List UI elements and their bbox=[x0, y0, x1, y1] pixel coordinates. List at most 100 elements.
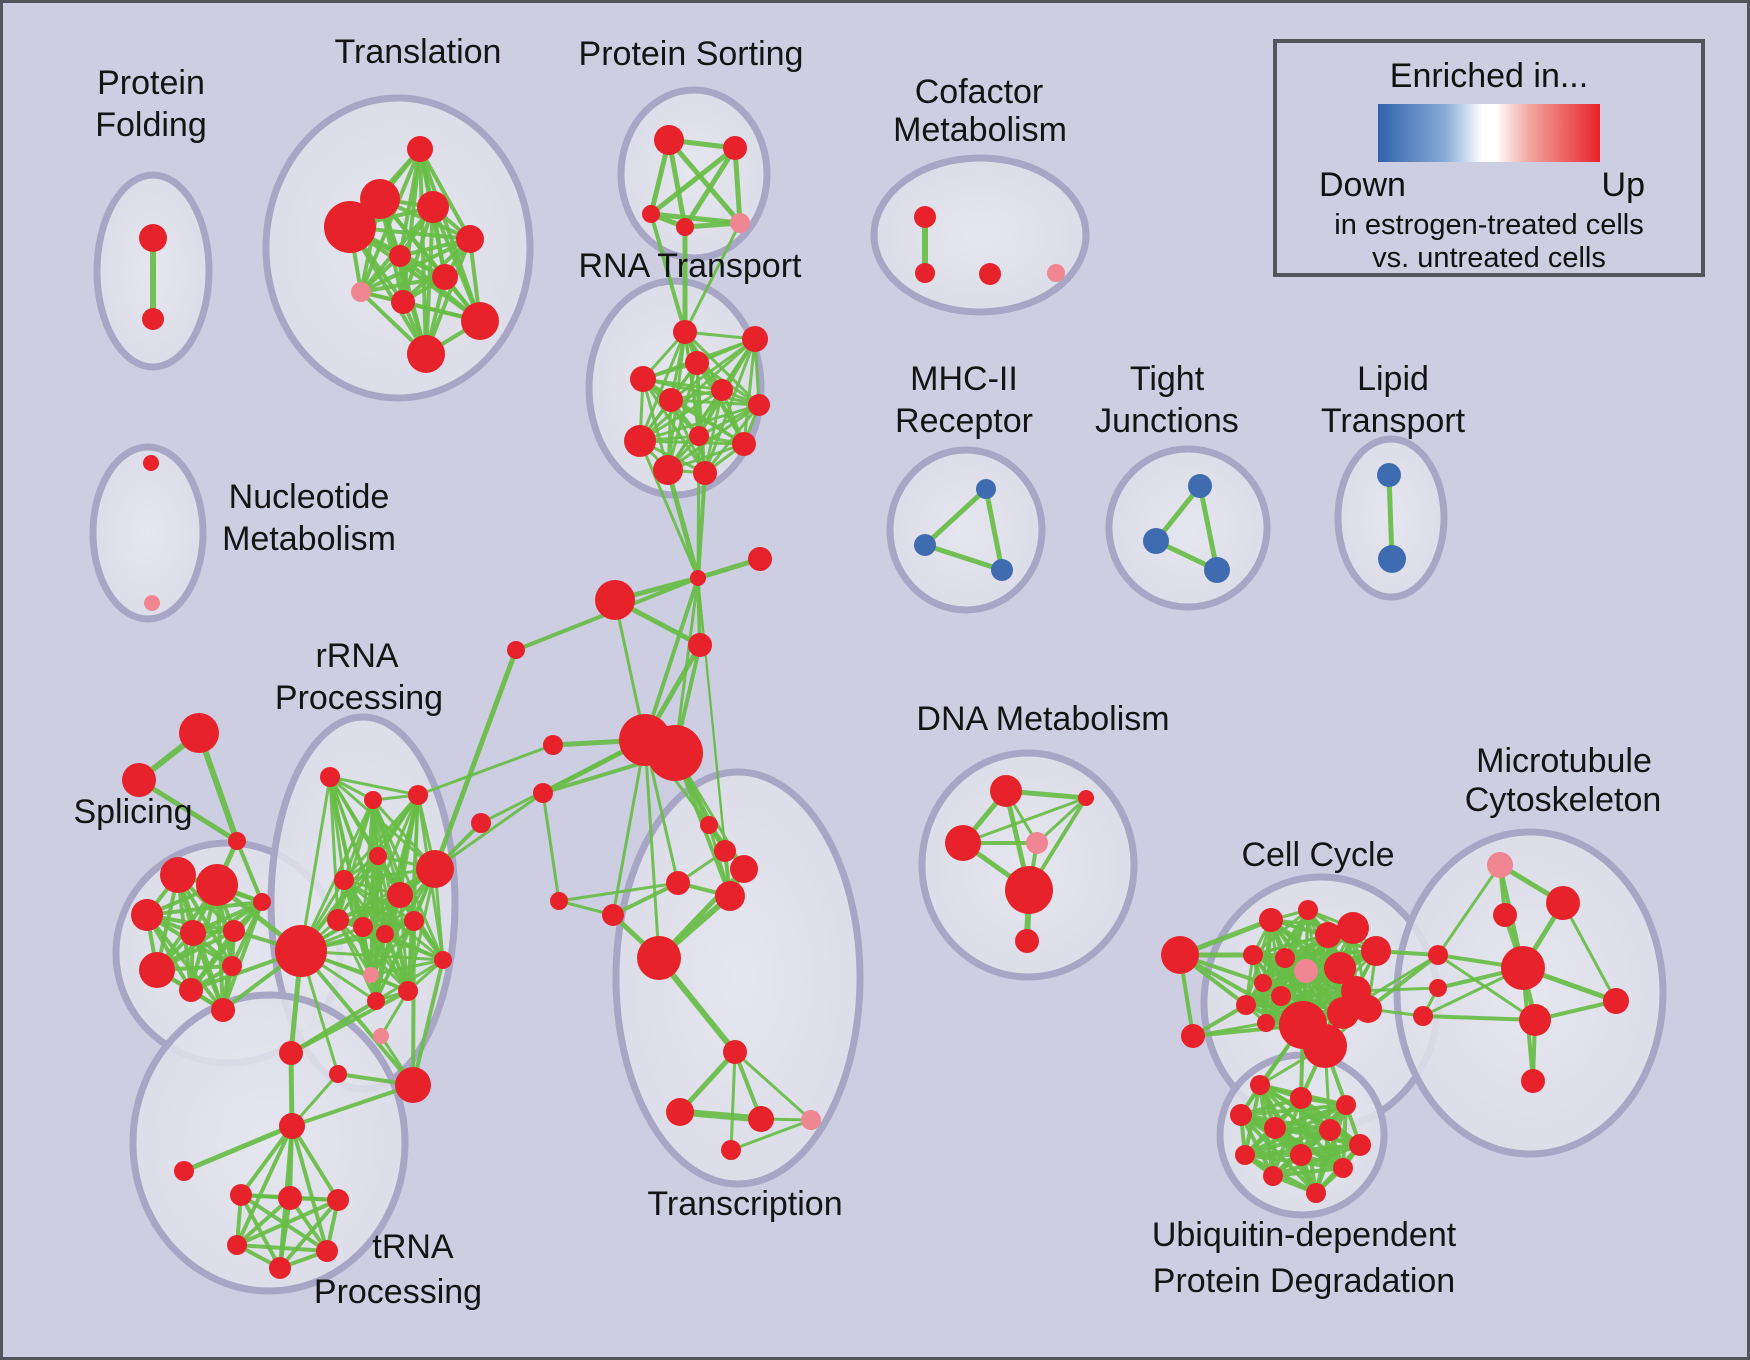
gene-set-node bbox=[1315, 922, 1341, 948]
enrichment-edge bbox=[649, 213, 687, 333]
gene-set-node bbox=[387, 882, 413, 908]
enrichment-edge bbox=[1192, 1021, 1267, 1038]
gene-set-node bbox=[915, 263, 935, 283]
gene-set-node bbox=[1263, 1166, 1283, 1186]
enrichment-edge bbox=[189, 900, 264, 992]
enrichment-edge bbox=[697, 577, 726, 852]
enrichment-edge bbox=[299, 949, 415, 1087]
gene-set-node bbox=[945, 825, 981, 861]
gene-set-node bbox=[637, 936, 681, 980]
gene-set-node bbox=[1324, 952, 1356, 984]
gene-set-node bbox=[364, 791, 382, 809]
cluster-label-ubiquitin-degradation-line2: Protein Degradation bbox=[1153, 1262, 1455, 1300]
gene-set-node bbox=[1361, 936, 1391, 966]
cluster-label-cofactor-metabolism-line1: Cofactor bbox=[915, 73, 1044, 111]
enrichment-edge bbox=[732, 147, 743, 224]
enrichment-edge bbox=[432, 649, 519, 870]
legend-gradient-bar bbox=[1378, 104, 1600, 162]
gene-set-node bbox=[533, 783, 553, 803]
enrichment-edge bbox=[434, 791, 544, 871]
gene-set-node bbox=[721, 1140, 741, 1160]
enrichment-edge bbox=[374, 933, 387, 1002]
gene-set-node bbox=[914, 534, 936, 556]
enrichment-edge bbox=[371, 799, 445, 961]
gene-set-node bbox=[1333, 1158, 1353, 1178]
gene-set-node bbox=[976, 479, 996, 499]
gene-set-node bbox=[179, 713, 219, 753]
gene-set-node bbox=[1264, 1117, 1286, 1139]
gene-set-node bbox=[723, 1040, 747, 1064]
gene-set-node bbox=[801, 1110, 821, 1130]
gene-set-node bbox=[253, 893, 271, 911]
gene-set-node bbox=[391, 290, 415, 314]
legend-box: Enriched in... Down Up in estrogen-treat… bbox=[1273, 39, 1705, 277]
gene-set-node bbox=[369, 847, 387, 865]
gene-set-node bbox=[416, 850, 454, 888]
enrichment-edge bbox=[329, 775, 419, 797]
gene-set-node bbox=[1428, 945, 1448, 965]
gene-set-node bbox=[1354, 995, 1382, 1023]
gene-set-node bbox=[432, 264, 458, 290]
cluster-label-tight-junctions-line2: Junctions bbox=[1095, 402, 1239, 440]
gene-set-node bbox=[543, 735, 563, 755]
gene-set-node bbox=[1005, 866, 1053, 914]
enrichment-edge bbox=[962, 796, 1087, 845]
cluster-label-nucleotide-metabolism-line2: Metabolism bbox=[222, 520, 396, 558]
enrichment-edge bbox=[541, 792, 561, 902]
gene-set-node bbox=[351, 282, 371, 302]
gene-set-node bbox=[1236, 995, 1256, 1015]
enrichment-edge bbox=[639, 388, 723, 443]
cluster-label-trna-processing-line1: tRNA bbox=[372, 1228, 454, 1266]
gene-set-node bbox=[1230, 1104, 1252, 1126]
gene-set-node bbox=[748, 547, 772, 571]
enrichment-edge bbox=[1244, 1128, 1331, 1157]
cluster-label-protein-folding-line2: Folding bbox=[95, 106, 207, 144]
enrichment-edge bbox=[236, 1198, 339, 1247]
cluster-label-protein-folding-line1: Protein bbox=[97, 64, 205, 102]
cluster-label-rrna-processing-line2: Processing bbox=[275, 679, 443, 717]
gene-set-node bbox=[417, 191, 449, 223]
cluster-label-transcription: Transcription bbox=[647, 1185, 842, 1223]
enrichment-edge bbox=[1366, 953, 1440, 1011]
gene-set-node bbox=[654, 125, 684, 155]
enrichment-edge bbox=[278, 1198, 340, 1270]
gene-set-node bbox=[1319, 1119, 1341, 1141]
enrichment-edge bbox=[670, 398, 760, 407]
cluster-label-microtubule-cytoskeleton-line2: Cytoskeleton bbox=[1465, 781, 1662, 819]
enrichment-edge bbox=[703, 404, 761, 474]
enrichment-edge bbox=[1262, 981, 1357, 993]
gene-set-node bbox=[748, 1106, 774, 1132]
gene-set-node bbox=[1327, 997, 1359, 1029]
gene-set-node bbox=[711, 379, 733, 401]
gene-set-node bbox=[1143, 528, 1169, 554]
enrichment-edge bbox=[1252, 908, 1309, 957]
enrichment-edge bbox=[145, 913, 225, 1012]
enrichment-edge bbox=[643, 739, 661, 959]
gene-set-node bbox=[1306, 1183, 1326, 1203]
enrichment-edge bbox=[1436, 864, 1502, 956]
cluster-label-rrna-processing-line1: rRNA bbox=[315, 637, 398, 675]
gene-set-node bbox=[1603, 988, 1629, 1014]
enrichment-edge bbox=[235, 840, 264, 903]
gene-set-node bbox=[408, 785, 428, 805]
enrichment-edge bbox=[682, 146, 738, 229]
gene-set-node bbox=[1204, 557, 1230, 583]
enrichment-edge bbox=[300, 867, 436, 953]
enrichment-edge bbox=[369, 920, 416, 976]
gene-set-node bbox=[666, 871, 690, 895]
gene-set-node bbox=[723, 136, 747, 160]
gene-set-node bbox=[715, 881, 745, 911]
gene-set-node bbox=[653, 455, 683, 485]
gene-set-node bbox=[223, 920, 245, 942]
gene-set-node bbox=[659, 388, 683, 412]
gene-set-node bbox=[227, 1235, 247, 1255]
enrichment-edge bbox=[155, 900, 264, 972]
cluster-labels-layer: Protein Folding Translation Protein Sorting… bbox=[73, 33, 1661, 1311]
enrichment-edge bbox=[639, 403, 760, 443]
enrichment-edge bbox=[1197, 485, 1220, 571]
enrichment-edge bbox=[1386, 474, 1395, 560]
gene-set-node bbox=[1493, 903, 1517, 927]
cluster-label-mhc-ii-receptor-line2: Receptor bbox=[895, 402, 1033, 440]
gene-set-node bbox=[666, 1098, 694, 1126]
gene-set-node bbox=[179, 978, 203, 1002]
